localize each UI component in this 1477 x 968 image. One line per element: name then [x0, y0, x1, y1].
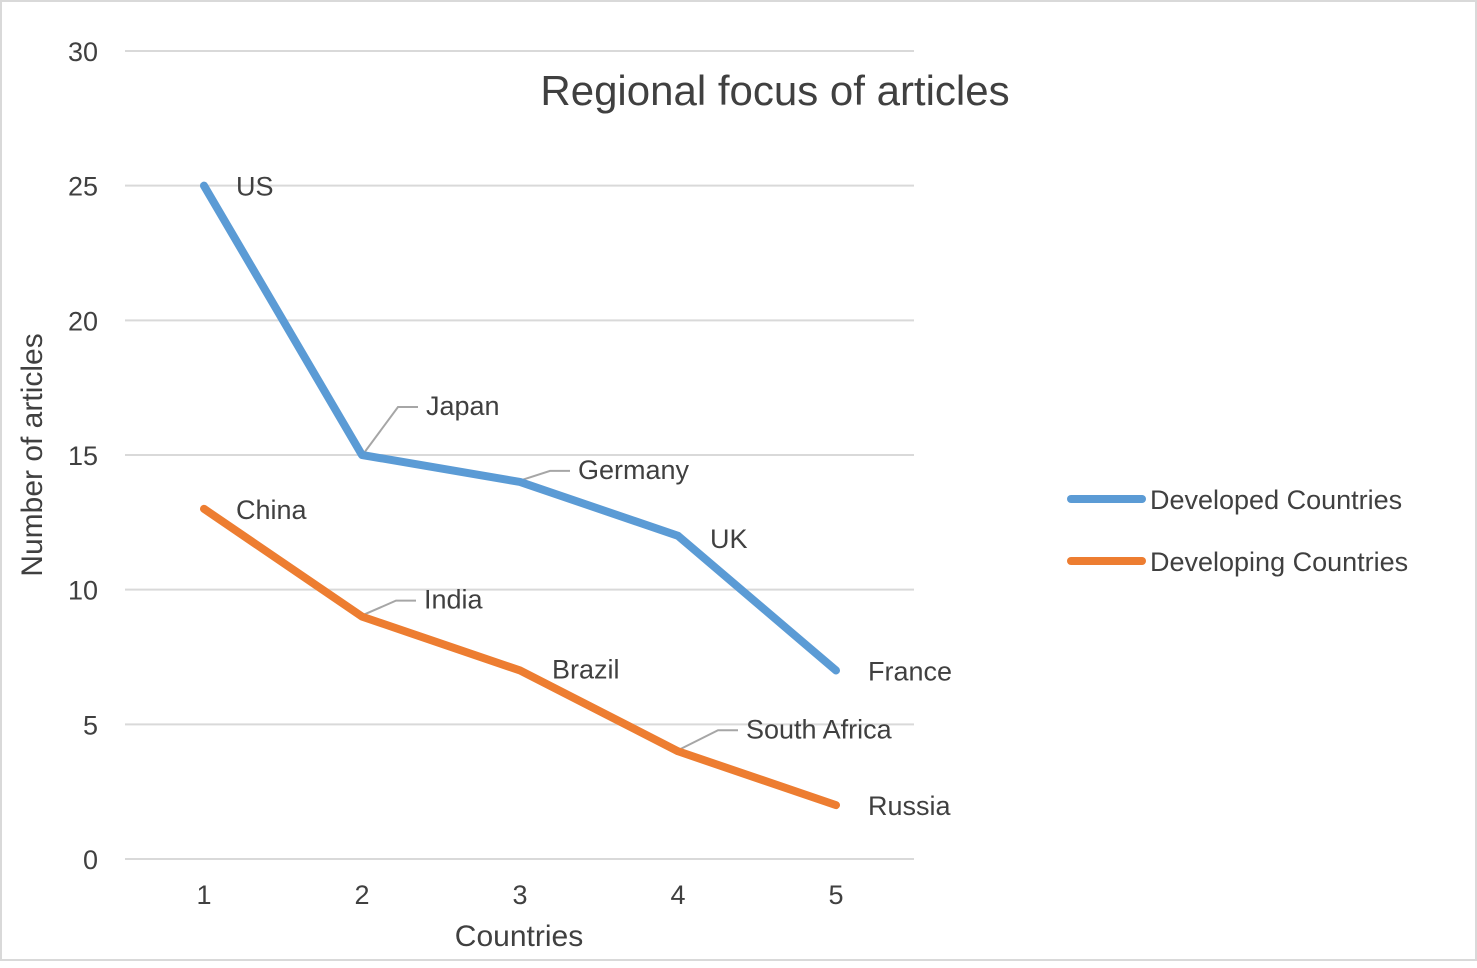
y-tick-label: 5	[83, 710, 98, 740]
y-tick-label: 20	[68, 306, 98, 336]
data-label: France	[868, 656, 952, 686]
legend-label: Developing Countries	[1150, 547, 1408, 577]
leader-line	[363, 599, 416, 616]
series-line	[200, 181, 840, 675]
label-leader-lines	[363, 406, 738, 751]
x-tick-label: 1	[196, 880, 211, 910]
y-axis-label: Number of articles	[16, 333, 49, 576]
legend-label: Developed Countries	[1150, 485, 1402, 515]
y-tick-label: 0	[83, 845, 98, 875]
data-label: Japan	[426, 391, 500, 421]
data-label: US	[236, 172, 274, 202]
data-label: Russia	[868, 791, 952, 821]
leader-line	[363, 406, 418, 454]
gridlines	[125, 50, 914, 860]
legend: Developed Countries Developing Countries	[1067, 485, 1408, 577]
x-tick-label: 3	[512, 880, 527, 910]
data-label: Germany	[578, 455, 690, 485]
data-point-labels: US Japan Germany UK France China India Brazil So…	[236, 172, 952, 821]
series-line	[200, 504, 840, 810]
data-label: UK	[710, 524, 748, 554]
data-label: South Africa	[746, 714, 893, 744]
y-tick-label: 10	[68, 576, 98, 606]
chart-title: Regional focus of articles	[540, 67, 1009, 114]
series-lines	[200, 181, 840, 810]
y-axis-ticks: 0 5 10 15 20 25 30	[68, 37, 98, 875]
y-tick-label: 30	[68, 37, 98, 67]
leader-line	[521, 469, 570, 481]
x-tick-label: 2	[354, 880, 369, 910]
leader-line	[679, 729, 738, 751]
y-tick-label: 25	[68, 172, 98, 202]
x-tick-label: 4	[670, 880, 685, 910]
y-tick-label: 15	[68, 441, 98, 471]
x-axis-label: Countries	[455, 920, 583, 953]
x-tick-label: 5	[828, 880, 843, 910]
data-label: India	[424, 585, 484, 615]
x-axis-ticks: 1 2 3 4 5	[196, 880, 843, 910]
data-label: Brazil	[552, 654, 620, 684]
data-label: China	[236, 495, 308, 525]
